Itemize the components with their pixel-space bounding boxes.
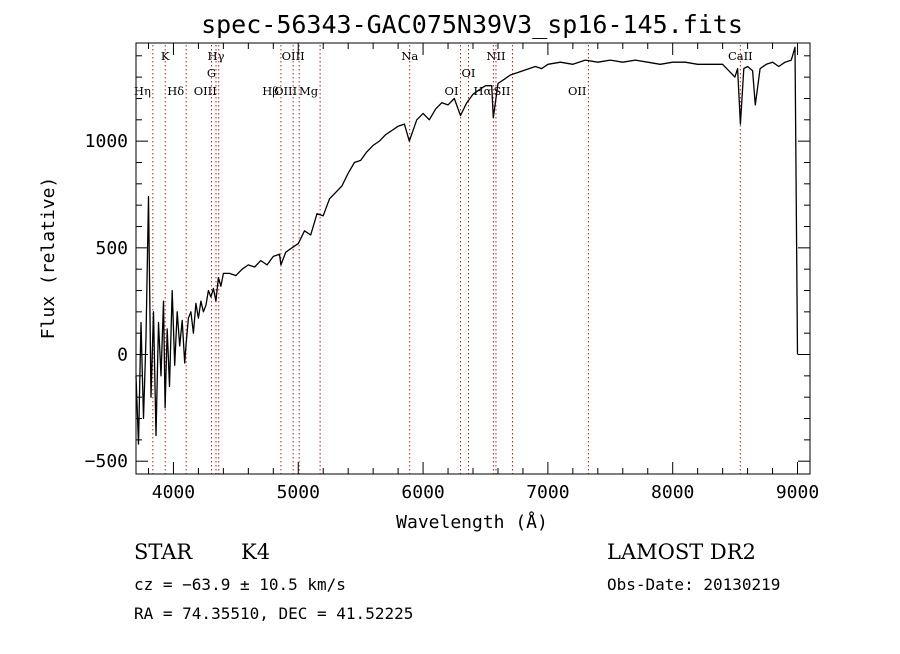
chart-title: spec-56343-GAC075N39V3_sp16-145.fits bbox=[201, 10, 743, 39]
object-class: STAR bbox=[134, 540, 193, 564]
line-marker-label: OII bbox=[568, 84, 587, 98]
spectrum-series-line bbox=[135, 46, 799, 445]
line-marker-label: Hβ bbox=[262, 84, 279, 98]
y-axis-ticks: −500 0 500 1000 bbox=[85, 55, 810, 472]
line-marker-label: Hδ bbox=[167, 84, 184, 98]
plot-frame bbox=[135, 42, 811, 475]
y-tick-label: 1000 bbox=[85, 131, 128, 152]
x-tick-label: 9000 bbox=[776, 482, 819, 503]
line-marker-label: K bbox=[161, 49, 170, 63]
obs-date-text: Obs-Date: 20130219 bbox=[607, 575, 780, 594]
line-marker-label: Hγ bbox=[208, 49, 225, 63]
y-tick-label: 500 bbox=[95, 238, 128, 259]
line-marker-label: Hα bbox=[474, 84, 492, 98]
x-axis-label: Wavelength (Å) bbox=[396, 511, 548, 533]
line-marker-label: CaII bbox=[728, 49, 753, 63]
y-axis-label: Flux (relative) bbox=[38, 177, 59, 340]
x-tick-label: 5000 bbox=[277, 482, 320, 503]
x-tick-label: 7000 bbox=[526, 482, 569, 503]
line-marker-label: OIII bbox=[194, 84, 217, 98]
x-axis-ticks: 4000 5000 6000 7000 8000 9000 bbox=[147, 43, 819, 503]
object-subclass: K4 bbox=[241, 540, 270, 564]
line-marker-label: OIII bbox=[282, 49, 305, 63]
x-tick-label: 8000 bbox=[651, 482, 694, 503]
line-marker-label: OIII bbox=[274, 84, 297, 98]
survey-name: LAMOST DR2 bbox=[607, 540, 756, 564]
line-marker-label: G bbox=[207, 66, 216, 80]
y-tick-label: −500 bbox=[85, 451, 128, 472]
coordinates-text: RA = 74.35510, DEC = 41.52225 bbox=[134, 604, 413, 623]
line-marker-label: Mg bbox=[299, 84, 319, 98]
redshift-text: cz = −63.9 ± 10.5 km/s bbox=[134, 575, 346, 594]
line-marker-label: Na bbox=[401, 49, 418, 63]
line-marker-label: Hη bbox=[134, 84, 151, 98]
x-tick-label: 6000 bbox=[401, 482, 444, 503]
y-tick-label: 0 bbox=[117, 345, 128, 366]
x-tick-label: 4000 bbox=[152, 482, 195, 503]
line-marker-label: NII bbox=[486, 49, 505, 63]
line-marker-label: OI bbox=[445, 84, 459, 98]
line-marker-label: OI bbox=[462, 66, 476, 80]
